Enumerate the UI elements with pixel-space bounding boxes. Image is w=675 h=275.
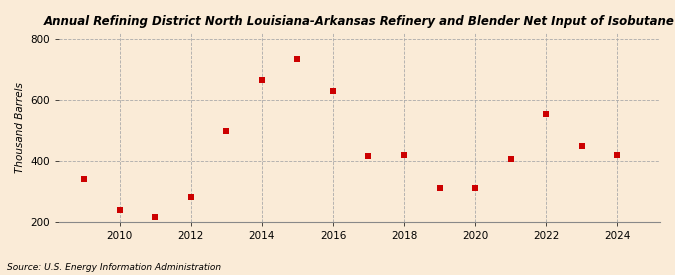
Point	[506, 157, 516, 162]
Title: Annual Refining District North Louisiana-Arkansas Refinery and Blender Net Input: Annual Refining District North Louisiana…	[44, 15, 675, 28]
Point	[470, 186, 481, 191]
Point	[292, 57, 303, 61]
Point	[434, 186, 445, 191]
Text: Source: U.S. Energy Information Administration: Source: U.S. Energy Information Administ…	[7, 263, 221, 272]
Point	[363, 154, 374, 159]
Point	[541, 112, 551, 116]
Point	[327, 89, 338, 93]
Point	[150, 215, 161, 219]
Point	[256, 78, 267, 82]
Point	[186, 195, 196, 200]
Point	[79, 177, 90, 182]
Y-axis label: Thousand Barrels: Thousand Barrels	[15, 82, 25, 173]
Point	[221, 128, 232, 133]
Point	[576, 144, 587, 148]
Point	[114, 207, 125, 212]
Point	[399, 153, 410, 157]
Point	[612, 153, 623, 157]
